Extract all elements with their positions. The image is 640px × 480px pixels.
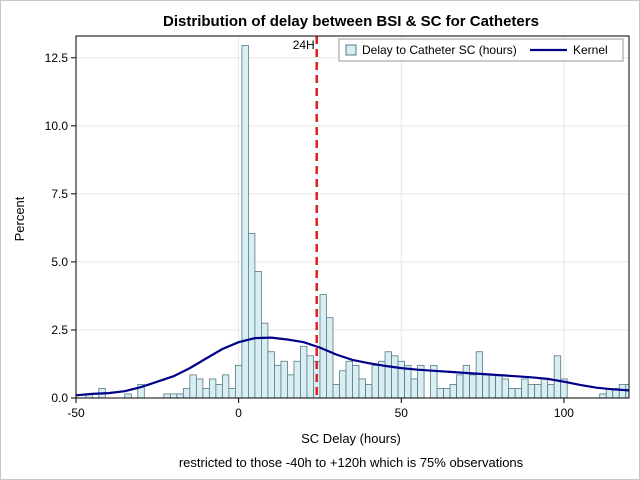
histogram-bar [456,374,464,399]
y-tick-label: 2.5 [51,323,68,337]
grid-lines [75,36,629,399]
histogram-bar [124,393,132,399]
legend-bar-swatch [345,44,357,56]
histogram-bar [384,351,392,399]
legend-box [338,38,624,62]
histogram-bar [254,271,262,399]
reference-line-label: 24H [293,38,315,52]
histogram-bar [495,374,503,399]
histogram-bar [319,294,327,399]
histogram-bar [462,364,471,399]
histogram-bar [195,378,204,399]
histogram-bar [443,388,451,399]
histogram-bar [345,360,353,399]
histogram-bar [436,388,444,399]
histogram-bar [293,360,301,399]
histogram-bar [221,374,230,399]
histogram-bar [287,374,295,399]
legend-bar-label: Delay to Catheter SC (hours) [362,43,517,57]
y-tick-label: 12.5 [45,51,69,65]
plot-area-border [75,35,630,399]
histogram-bar [599,393,607,399]
histogram-bar [248,232,256,399]
histogram-bar [482,374,490,399]
histogram-bar [261,322,269,399]
histogram-bar [228,388,236,399]
histogram-bar [540,378,549,399]
histogram-bar [182,388,191,399]
y-tick-label: 0.0 [51,391,68,405]
histogram-bar [469,374,477,399]
histogram-bars [85,45,630,399]
histogram-bar [208,378,217,399]
y-axis-ticks: 0.0 2.5 5.0 7.5 10.0 12.5 [45,51,76,405]
histogram-bar [404,364,412,399]
legend-kernel-label: Kernel [573,43,608,57]
histogram-bar [300,345,308,399]
histogram-bar [488,374,497,399]
x-axis-label: SC Delay (hours) [301,431,401,446]
y-tick-label: 5.0 [51,255,68,269]
legend: Delay to Catheter SC (hours) Kernel [338,38,624,62]
histogram-bar [534,383,542,399]
histogram-bar [267,351,275,399]
histogram-bar [365,383,373,399]
kernel-density-line [75,336,630,397]
histogram-bar [449,383,457,399]
histogram-bar [391,355,399,399]
histogram-bar [553,355,562,399]
histogram-bar [169,393,178,399]
histogram-bar [339,370,347,399]
histogram-bar [332,383,340,399]
histogram-bar [326,317,334,399]
histogram-bar [371,364,379,399]
x-axis-ticks: -50 0 50 100 [67,398,574,420]
histogram-bar [514,388,523,399]
histogram-bar [306,355,314,399]
histogram-bar [508,388,516,399]
y-axis-label: Percent [12,196,27,241]
histogram-bar [189,374,197,399]
histogram-bar [501,378,510,399]
histogram-bar [163,393,171,399]
x-tick-label: 0 [235,406,242,420]
y-tick-label: 10.0 [45,119,69,133]
histogram-bar [358,378,366,399]
x-tick-label: 50 [395,406,409,420]
x-tick-label: 100 [554,406,574,420]
x-tick-label: -50 [67,406,85,420]
histogram-bar [352,364,360,399]
histogram-bar [234,364,243,399]
histogram-bar [176,393,184,399]
histogram-bar [527,383,536,399]
histogram-bar [280,360,288,399]
histogram-bar [274,364,282,399]
histogram-bar [521,378,529,399]
histogram-bar [410,378,418,399]
chart-title: Distribution of delay between BSI & SC f… [163,13,539,30]
chart-footnote: restricted to those -40h to +120h which … [179,455,524,470]
histogram-bar [215,383,223,399]
histogram-bar [241,45,249,399]
histogram-bar [202,388,210,399]
histogram-bar [547,383,555,399]
y-tick-label: 7.5 [51,187,68,201]
